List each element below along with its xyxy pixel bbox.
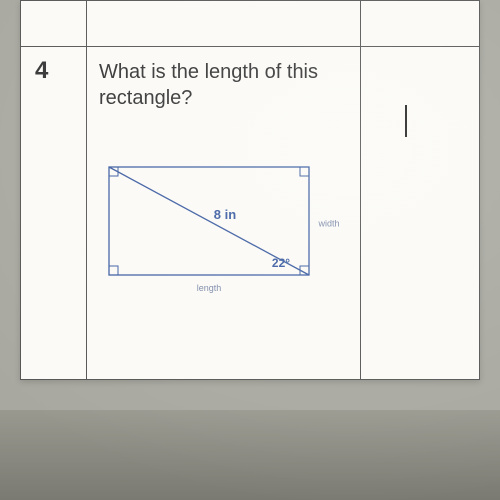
svg-text:width: width bbox=[317, 218, 339, 228]
monitor-bezel bbox=[0, 410, 500, 500]
svg-text:8 in: 8 in bbox=[214, 207, 236, 222]
rectangle-diagram-svg: 8 in 22° width length bbox=[99, 157, 349, 327]
prev-question-cell bbox=[87, 1, 361, 46]
prev-num-cell bbox=[21, 1, 87, 46]
svg-text:22°: 22° bbox=[272, 256, 290, 270]
svg-text:length: length bbox=[197, 283, 222, 293]
question-text: What is the length of this rectangle? bbox=[99, 59, 346, 111]
question-number: 4 bbox=[35, 57, 86, 85]
question-number-cell: 4 bbox=[21, 47, 87, 380]
question-line-2: rectangle? bbox=[99, 87, 192, 109]
question-row: 4 What is the length of this rectangle? … bbox=[21, 47, 479, 380]
question-line-1: What is the length of this bbox=[99, 61, 318, 83]
text-cursor bbox=[405, 105, 407, 137]
worksheet-table: 4 What is the length of this rectangle? … bbox=[20, 0, 480, 380]
question-cell: What is the length of this rectangle? 8 … bbox=[87, 47, 361, 380]
prev-answer-cell bbox=[361, 1, 479, 46]
answer-cell[interactable] bbox=[361, 47, 479, 380]
diagram: 8 in 22° width length bbox=[99, 157, 349, 327]
prev-row bbox=[21, 1, 479, 47]
